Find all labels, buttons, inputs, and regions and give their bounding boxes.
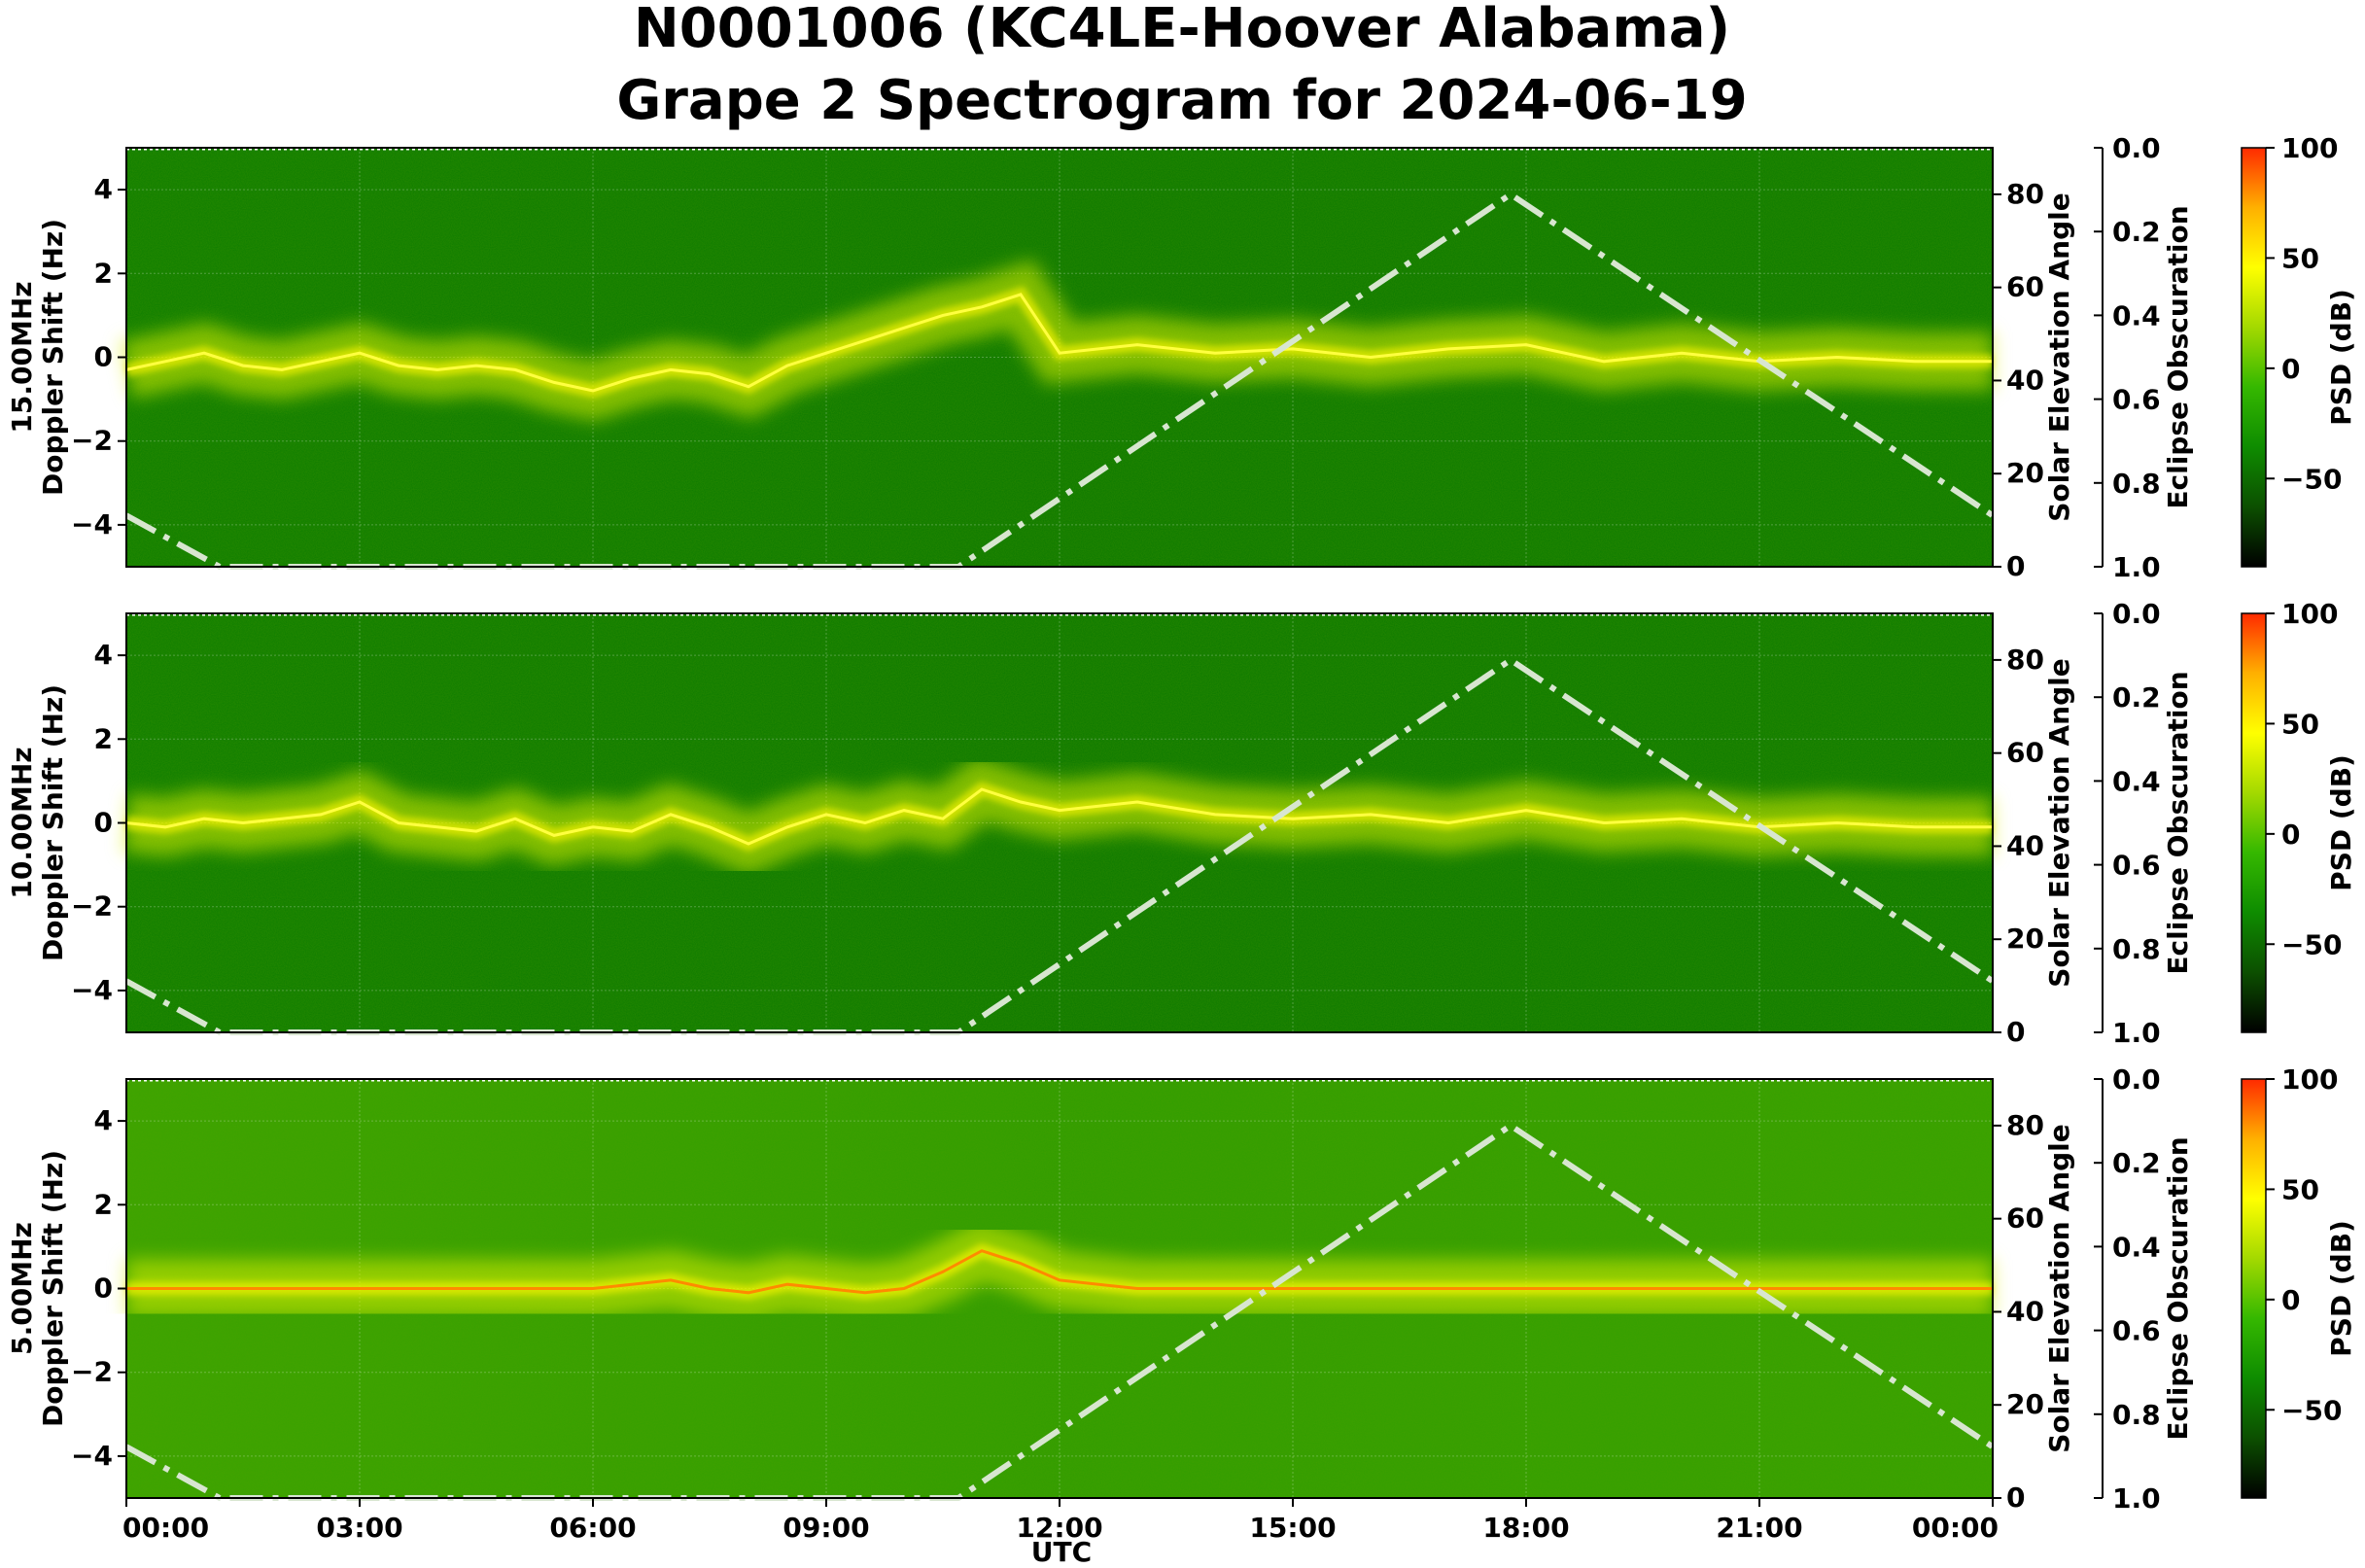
panel-10MHz: 420−2−410.00MHz Doppler Shift (Hz)0204060… [6,598,2357,1049]
y-tick-label: 4 [94,639,113,671]
colorbar-label: PSD (dB) [2325,1220,2357,1357]
y-tick-label: −4 [71,1440,113,1472]
colorbar-label: PSD (dB) [2325,289,2357,426]
obscuration-axis-label: Eclipse Obscuration [2162,1136,2194,1440]
x-tick-label: 12:00 [1016,1512,1102,1544]
psd-colorbar [2241,1078,2267,1499]
x-tick-label: 06:00 [549,1512,636,1544]
obscuration-tick-label: 0.2 [2112,216,2161,248]
colorbar-tick-label: −50 [2281,928,2342,960]
elevation-tick-label: 60 [2006,1202,2044,1235]
elevation-tick-label: 20 [2006,923,2044,955]
y-tick-label: 0 [94,341,113,373]
obscuration-axis-label: Eclipse Obscuration [2162,205,2194,508]
y-tick-label: 0 [94,1272,113,1305]
panel-5MHz: 420−2−45.00MHz Doppler Shift (Hz)02040608… [6,1063,2357,1515]
obscuration-axis-label: Eclipse Obscuration [2162,671,2194,974]
obscuration-tick-label: 0.2 [2112,1147,2161,1179]
y-tick-label: 2 [94,1188,113,1220]
x-tick-label: 21:00 [1716,1512,1802,1544]
x-axis: 00:00 03:00 06:00 09:00 12:00 15:00 18:00 21:00… [122,1498,1999,1544]
elevation-tick-label: 80 [2006,178,2044,210]
obscuration-tick-label: 0.0 [2112,1063,2161,1096]
spectrogram-panels: 420−2−415.00MHz Doppler Shift (Hz)0204060… [6,132,2357,1515]
panel-15MHz: 420−2−415.00MHz Doppler Shift (Hz)0204060… [6,132,2357,583]
y-tick-label: 4 [94,1104,113,1136]
obscuration-tick-label: 0.8 [2112,933,2161,965]
panel-frequency-label: 5.00MHz [6,1222,38,1355]
y-tick-label: −4 [71,508,113,540]
elevation-tick-label: 80 [2006,1109,2044,1141]
obscuration-tick-label: 1.0 [2112,551,2161,583]
doppler-trace [126,1249,1993,1295]
title-line-2: Grape 2 Spectrogram for 2024-06-19 [616,69,1747,132]
doppler-axis-label: Doppler Shift (Hz) [37,684,69,961]
colorbar-tick-label: 0 [2281,353,2300,385]
x-tick-label: 00:00 [1912,1512,1999,1544]
elevation-tick-label: 60 [2006,737,2044,769]
x-tick-label: 18:00 [1482,1512,1569,1544]
elevation-axis-label: Solar Elevation Angle [2043,1124,2075,1452]
x-tick-label: 15:00 [1249,1512,1336,1544]
y-tick-label: −2 [71,1356,113,1388]
y-tick-label: −2 [71,425,113,457]
elevation-tick-label: 0 [2006,1016,2025,1048]
obscuration-tick-label: 0.4 [2112,299,2161,331]
psd-colorbar [2241,147,2267,568]
elevation-tick-label: 40 [2006,1295,2044,1327]
colorbar-tick-label: 50 [2281,708,2319,740]
doppler-axis-label: Doppler Shift (Hz) [37,1150,69,1427]
elevation-tick-label: 40 [2006,829,2044,861]
colorbar-tick-label: −50 [2281,463,2342,495]
obscuration-tick-label: 0.0 [2112,598,2161,630]
obscuration-tick-label: 0.6 [2112,1315,2161,1347]
obscuration-tick-label: 1.0 [2112,1017,2161,1049]
obscuration-tick-label: 0.0 [2112,132,2161,164]
colorbar-tick-label: 0 [2281,819,2300,851]
elevation-tick-label: 40 [2006,364,2044,396]
obscuration-tick-label: 0.4 [2112,1231,2161,1263]
colorbar-label: PSD (dB) [2325,754,2357,891]
elevation-tick-label: 0 [2006,550,2025,582]
obscuration-tick-label: 0.2 [2112,681,2161,714]
obscuration-tick-label: 0.8 [2112,1399,2161,1431]
y-tick-label: 2 [94,722,113,754]
colorbar-tick-label: 50 [2281,242,2319,274]
elevation-tick-label: 0 [2006,1481,2025,1514]
doppler-trace [125,293,1993,393]
elevation-axis-label: Solar Elevation Angle [2043,658,2075,987]
elevation-tick-label: 80 [2006,644,2044,676]
colorbar-tick-label: 50 [2281,1173,2319,1205]
x-axis-label: UTC [1031,1536,1092,1568]
colorbar-tick-label: 100 [2281,598,2338,630]
elevation-tick-label: 20 [2006,1388,2044,1420]
y-tick-label: −4 [71,974,113,1006]
elevation-tick-label: 20 [2006,457,2044,489]
doppler-axis-label: Doppler Shift (Hz) [37,219,69,496]
title-line-1: N0001006 (KC4LE-Hoover Alabama) [634,0,1730,60]
y-tick-label: −2 [71,890,113,923]
doppler-trace [125,787,1993,846]
colorbar-tick-label: 100 [2281,132,2338,164]
panel-frequency-label: 15.00MHz [6,281,38,433]
colorbar-tick-label: 100 [2281,1063,2338,1096]
elevation-axis-label: Solar Elevation Angle [2043,192,2075,521]
obscuration-tick-label: 0.4 [2112,765,2161,797]
y-tick-label: 0 [94,807,113,839]
colorbar-tick-label: 0 [2281,1284,2300,1316]
panel-frequency-label: 10.00MHz [6,747,38,898]
colorbar-tick-label: −50 [2281,1394,2342,1426]
obscuration-tick-label: 1.0 [2112,1482,2161,1515]
elevation-tick-label: 60 [2006,271,2044,303]
obscuration-tick-label: 0.6 [2112,850,2161,882]
x-tick-label: 09:00 [783,1512,869,1544]
y-tick-label: 2 [94,257,113,289]
x-tick-label: 03:00 [316,1512,402,1544]
obscuration-tick-label: 0.6 [2112,384,2161,416]
psd-colorbar [2241,612,2267,1033]
obscuration-tick-label: 0.8 [2112,468,2161,500]
y-tick-label: 4 [94,173,113,205]
x-tick-label: 00:00 [122,1512,209,1544]
